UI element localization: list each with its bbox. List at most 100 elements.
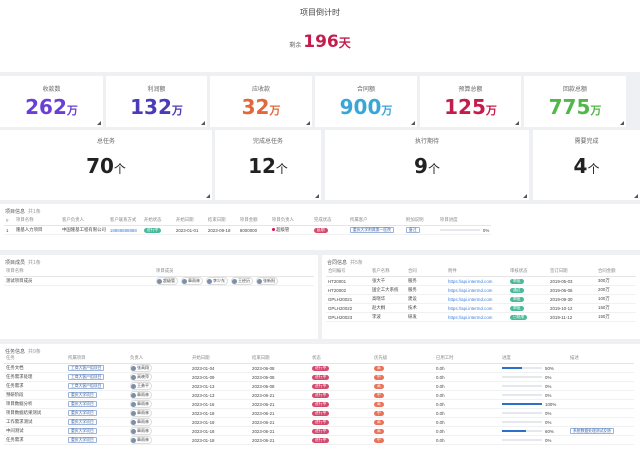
table-row[interactable]: HT20001 张大千 服务 https://api.intermd.com 审批 201… bbox=[326, 276, 636, 286]
task-stat-card[interactable]: 执行期待 9个 bbox=[325, 130, 529, 200]
column-header[interactable]: 客户名称 bbox=[370, 266, 406, 277]
stat-card[interactable]: 预算总额 125万 bbox=[420, 76, 521, 127]
member-chip[interactable]: 章雨林 bbox=[181, 277, 203, 285]
attachment-link[interactable]: https://api.intermd.com bbox=[448, 314, 493, 320]
stat-card[interactable]: 应收款 32万 bbox=[210, 76, 312, 127]
stat-unit: 万 bbox=[171, 105, 183, 117]
column-header[interactable]: 任务 bbox=[4, 353, 66, 364]
table-row[interactable]: GPLH20022 赵大桐 技术 https://api.intermd.com 审批 2… bbox=[326, 303, 636, 313]
stat-number: 775 bbox=[548, 95, 591, 119]
task-stat-card[interactable]: 总任务 70个 bbox=[0, 130, 212, 200]
column-header[interactable]: 已用工时 bbox=[434, 353, 500, 364]
column-header[interactable]: 客户负责人 bbox=[60, 215, 108, 226]
contact-link[interactable]: 18888888888 bbox=[109, 227, 137, 233]
column-header[interactable]: 描述 bbox=[568, 353, 634, 364]
owner-name: 章雨林 bbox=[137, 392, 149, 397]
table-row[interactable]: 任务需求处理 工商大客户组项目 高晓萍 2023-01-09 2023-06-08 进行中… bbox=[4, 372, 634, 382]
column-header[interactable]: 结束日期 bbox=[205, 215, 238, 226]
avatar bbox=[131, 392, 136, 398]
table-row[interactable]: 测试项目成员 超级管 章雨林 李少东 王经历 张新阳 bbox=[4, 276, 314, 286]
stat-value: 262万 bbox=[0, 95, 103, 119]
attachment-link[interactable]: https://api.intermd.com bbox=[448, 296, 493, 302]
table-row[interactable]: 中间测试 重庆大学项目 章雨林 2023-01-18 2023-06-21 进行中 高 0.0… bbox=[4, 426, 634, 436]
table-row[interactable]: GPLH20023 李波 研发 https://api.intermd.com 已结束 2… bbox=[326, 312, 636, 322]
column-header[interactable]: 签订日期 bbox=[548, 266, 596, 277]
column-header[interactable]: 开始状态 bbox=[141, 215, 174, 226]
column-header[interactable]: 负责人 bbox=[128, 353, 190, 364]
column-header[interactable]: 项目进度 bbox=[437, 215, 492, 226]
table-cell: 通过 bbox=[508, 285, 548, 295]
column-header[interactable]: 所属项目 bbox=[66, 353, 128, 364]
column-header[interactable]: 附加说明 bbox=[403, 215, 438, 226]
table-cell: https://api.intermd.com bbox=[446, 276, 508, 286]
attachment-link[interactable]: https://api.intermd.com bbox=[448, 278, 493, 284]
column-header[interactable]: 状态 bbox=[310, 353, 372, 364]
table-row[interactable]: 工作需求测试 重庆大学项目 章雨林 2023-01-18 2023-06-21 进行中 高 0… bbox=[4, 417, 634, 427]
table-row[interactable]: 项目数据结果测试 重庆大学项目 章雨林 2023-01-18 2023-06-21 进行中… bbox=[4, 408, 634, 418]
column-header[interactable]: # bbox=[4, 215, 14, 226]
table-row[interactable]: 任务文档 工商大客户组项目 张高翔 2023-01-04 2023-06-08 进行中 高 0… bbox=[4, 363, 634, 373]
member-chip[interactable]: 超级管 bbox=[156, 277, 178, 285]
column-header[interactable]: 客户联系方式 bbox=[107, 215, 142, 226]
task-stat-value: 4个 bbox=[533, 154, 640, 178]
column-header[interactable]: 开始日期 bbox=[190, 353, 250, 364]
progress-bar: 50% bbox=[502, 366, 554, 371]
column-header[interactable]: 进度 bbox=[500, 353, 568, 364]
resize-handle-icon[interactable] bbox=[315, 194, 319, 198]
table-row[interactable]: 任务需求 重庆大学项目 章雨林 2023-01-18 2023-06-21 进行中 中 0.0… bbox=[4, 435, 634, 445]
column-header[interactable]: 附件 bbox=[446, 266, 508, 277]
member-chip[interactable]: 张新阳 bbox=[256, 277, 278, 285]
status-badge: 通过 bbox=[510, 288, 524, 293]
project-tag: 重庆大学项目 bbox=[68, 419, 97, 425]
task-stat-unit: 个 bbox=[587, 162, 600, 176]
project-tag: 重庆大学项目 bbox=[68, 437, 97, 443]
column-header[interactable]: 结束日期 bbox=[250, 353, 310, 364]
table-row[interactable]: 预研阶段 重庆大学项目 章雨林 2023-01-13 2023-06-21 进行中 中 0.0… bbox=[4, 390, 634, 400]
resize-handle-icon[interactable] bbox=[411, 121, 415, 125]
stat-card[interactable]: 收款数 262万 bbox=[0, 76, 103, 127]
table-row[interactable]: 项目数据分析 重庆大学项目 章雨林 2023-01-16 2023-06-21 进行中 高 0… bbox=[4, 399, 634, 409]
task-stat-card[interactable]: 完成总任务 12个 bbox=[215, 130, 321, 200]
column-header[interactable]: 合同编号 bbox=[326, 266, 370, 277]
column-header[interactable]: 合同金额 bbox=[596, 266, 636, 277]
member-list: 超级管 章雨林 李少东 王经历 张新阳 bbox=[156, 277, 281, 285]
table-cell: 备注 bbox=[403, 225, 438, 235]
column-header[interactable]: 审核状态 bbox=[508, 266, 548, 277]
resize-handle-icon[interactable] bbox=[523, 194, 527, 198]
stat-card[interactable]: 利润额 132万 bbox=[106, 76, 207, 127]
column-header[interactable]: 开始日期 bbox=[173, 215, 206, 226]
task-stat-card[interactable]: 需要完成 4个 bbox=[533, 130, 640, 200]
resize-handle-icon[interactable] bbox=[634, 194, 638, 198]
column-header[interactable]: 完成状态 bbox=[311, 215, 348, 226]
resize-handle-icon[interactable] bbox=[620, 121, 624, 125]
column-header[interactable]: 项目名称 bbox=[14, 215, 60, 226]
resize-handle-icon[interactable] bbox=[206, 194, 210, 198]
resize-handle-icon[interactable] bbox=[97, 121, 101, 125]
stat-card[interactable]: 回款总额 775万 bbox=[524, 76, 626, 127]
table-cell: 工商大客户组项目 bbox=[66, 363, 128, 373]
table-cell: 进行中 bbox=[310, 390, 372, 400]
progress-track bbox=[502, 385, 542, 388]
column-header[interactable]: 优先级 bbox=[372, 353, 434, 364]
column-header[interactable]: 项目名称 bbox=[4, 266, 154, 277]
table-row[interactable]: HT20002 国企工大系统 服务 https://api.intermd.com 通过… bbox=[326, 285, 636, 295]
resize-handle-icon[interactable] bbox=[515, 121, 519, 125]
resize-handle-icon[interactable] bbox=[201, 121, 205, 125]
member-chip[interactable]: 王经历 bbox=[231, 277, 253, 285]
attachment-link[interactable]: https://api.intermd.com bbox=[448, 305, 493, 311]
resize-handle-icon[interactable] bbox=[306, 121, 310, 125]
table-row[interactable]: GPLH20021 高晓华 建设 https://api.intermd.com 审批 2… bbox=[326, 294, 636, 304]
column-header[interactable]: 项目金额 bbox=[237, 215, 270, 226]
stat-label: 合同额 bbox=[356, 87, 375, 93]
table-cell: 2023-06-21 bbox=[250, 417, 310, 427]
column-header[interactable]: 项目成员 bbox=[154, 266, 314, 277]
attachment-link[interactable]: https://api.intermd.com bbox=[448, 287, 493, 293]
stat-card[interactable]: 合同额 900万 bbox=[315, 76, 417, 127]
column-header[interactable]: 所属客户 bbox=[347, 215, 404, 226]
member-chip[interactable]: 李少东 bbox=[206, 277, 228, 285]
table-row[interactable]: 任务需求 工商大客户组项目 王勇平 2023-01-13 2023-06-08 进行中 高 0… bbox=[4, 381, 634, 391]
column-header[interactable]: 合同 bbox=[406, 266, 446, 277]
table-cell: 2019-06-06 bbox=[548, 285, 596, 295]
table-row[interactable]: 1 隆基人力项目 中国隆基工程有限公司 18888888888 进行中 2023-01-0… bbox=[4, 225, 492, 235]
column-header[interactable]: 项目负责人 bbox=[269, 215, 312, 226]
